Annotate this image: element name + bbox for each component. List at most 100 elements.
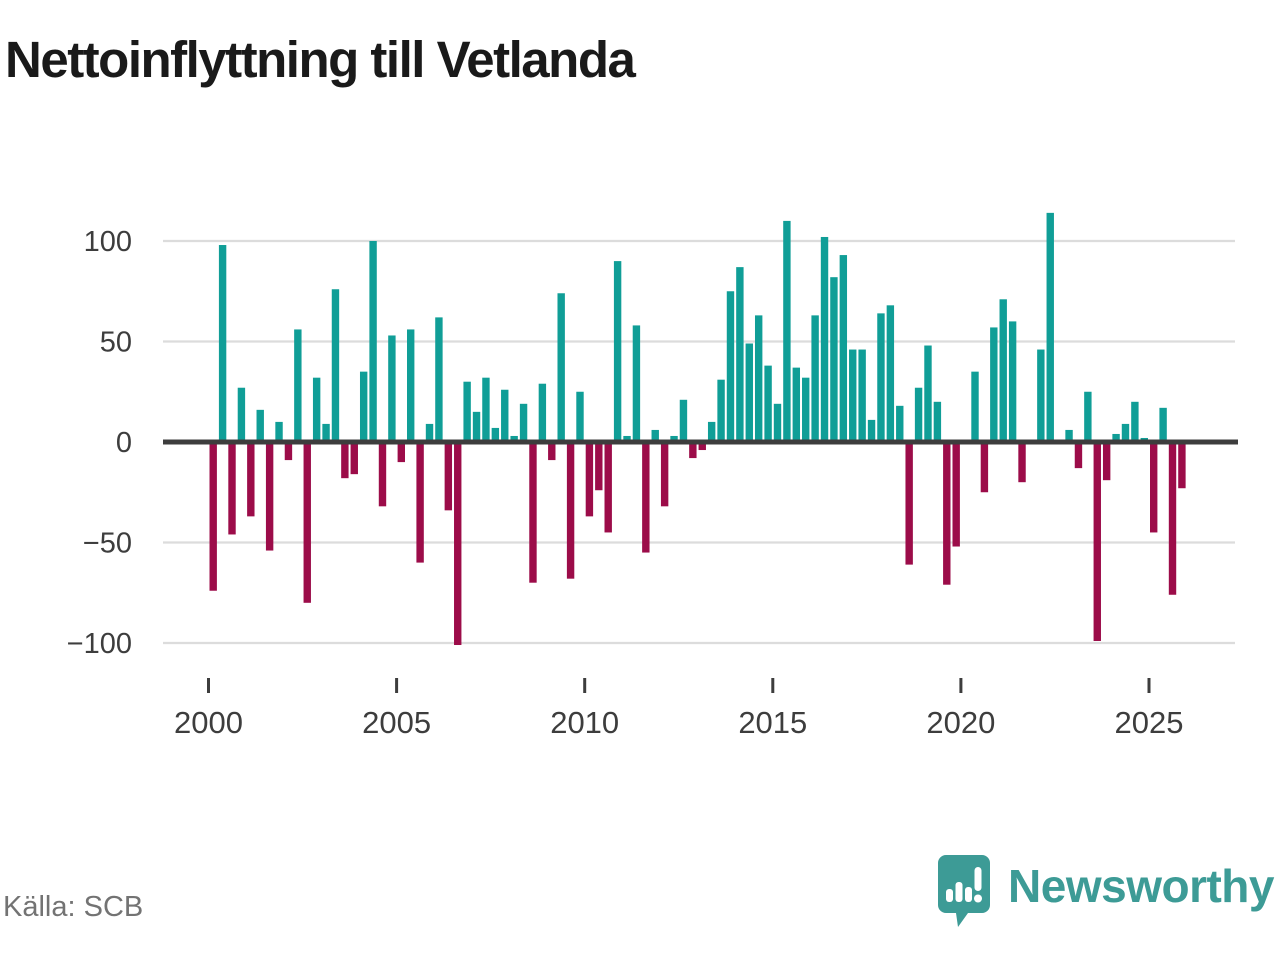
bar [331, 289, 340, 442]
bar [519, 403, 528, 442]
bar [209, 442, 217, 591]
x-axis-label: 2000 [174, 705, 243, 740]
bar [914, 387, 923, 442]
bar [820, 236, 829, 442]
bar [613, 261, 622, 442]
bar [924, 345, 932, 442]
source-note: Källa: SCB [3, 891, 144, 923]
bar [802, 377, 810, 442]
bar [839, 255, 848, 442]
bar [237, 387, 246, 442]
bar [773, 403, 782, 442]
bar [576, 391, 584, 442]
y-axis-label: −50 [83, 528, 132, 560]
bar [472, 411, 481, 442]
y-axis-label: −100 [67, 628, 132, 660]
bar [228, 442, 236, 535]
bar [1178, 442, 1186, 489]
bar [510, 435, 518, 442]
bar [322, 423, 330, 442]
bar [247, 442, 255, 517]
bar [341, 442, 349, 479]
bar [284, 442, 293, 461]
x-axis-label: 2015 [738, 705, 807, 740]
bar [218, 245, 227, 442]
y-axis-label: 100 [84, 226, 132, 258]
bar [952, 442, 960, 547]
bar [867, 419, 876, 442]
bar [886, 305, 895, 442]
bar [1168, 442, 1177, 595]
bar [1121, 423, 1130, 442]
bar [896, 405, 904, 442]
bar [632, 325, 641, 442]
bar [604, 442, 612, 533]
bar [388, 335, 396, 442]
bar [811, 315, 819, 442]
bar [557, 293, 565, 442]
bar [792, 367, 801, 442]
bar [783, 220, 791, 442]
bar [538, 383, 547, 442]
bar [425, 423, 434, 442]
bar [265, 442, 274, 551]
bar [444, 442, 453, 511]
bar [745, 343, 753, 442]
bar [1131, 401, 1139, 442]
bar [754, 315, 763, 442]
bar [736, 267, 744, 442]
bar [1102, 442, 1111, 481]
bar [435, 317, 443, 442]
bar [1037, 349, 1045, 442]
bar [1018, 442, 1026, 483]
bar [764, 365, 772, 442]
bar [623, 435, 631, 442]
x-axis-label: 2010 [550, 705, 619, 740]
bar [548, 442, 556, 461]
bar [482, 377, 490, 442]
bar [585, 442, 594, 517]
net-migration-bar-chart: 100 50 0 −50 −100 2000 2005 2010 2015 2020 2025 [67, 212, 1238, 740]
bar [971, 371, 979, 442]
bar [877, 313, 885, 442]
bar [312, 377, 321, 442]
y-axis-label: 0 [116, 427, 132, 459]
bar [651, 429, 659, 442]
bar [642, 442, 650, 553]
chart-title: Nettoinflyttning till Vetlanda [5, 31, 636, 88]
bar [905, 442, 913, 565]
bar [256, 409, 264, 442]
bar [407, 329, 415, 442]
bar [1159, 407, 1167, 442]
bar [1112, 433, 1120, 442]
bar [529, 442, 537, 583]
bar [689, 442, 697, 459]
bar [1093, 442, 1101, 641]
bar [1008, 321, 1017, 442]
x-axis-label: 2025 [1115, 705, 1184, 740]
bar [275, 421, 283, 442]
bar [1084, 391, 1092, 442]
bar [501, 389, 509, 442]
bar [416, 442, 424, 563]
x-axis-label: 2005 [362, 705, 431, 740]
bar [698, 442, 706, 451]
bar [378, 442, 387, 507]
bar [1046, 212, 1054, 442]
bar [830, 277, 838, 442]
bar [999, 299, 1007, 442]
bar [491, 427, 500, 442]
bar [303, 442, 311, 603]
x-axis-label: 2020 [926, 705, 995, 740]
bar [717, 379, 725, 442]
bar [359, 371, 368, 442]
bar [707, 421, 716, 442]
bar [294, 329, 302, 442]
bar [1150, 442, 1158, 533]
bar [397, 442, 405, 463]
bar [463, 381, 471, 442]
bar [858, 349, 866, 442]
bar [849, 349, 857, 442]
bar [1074, 442, 1083, 469]
bar [454, 442, 462, 646]
